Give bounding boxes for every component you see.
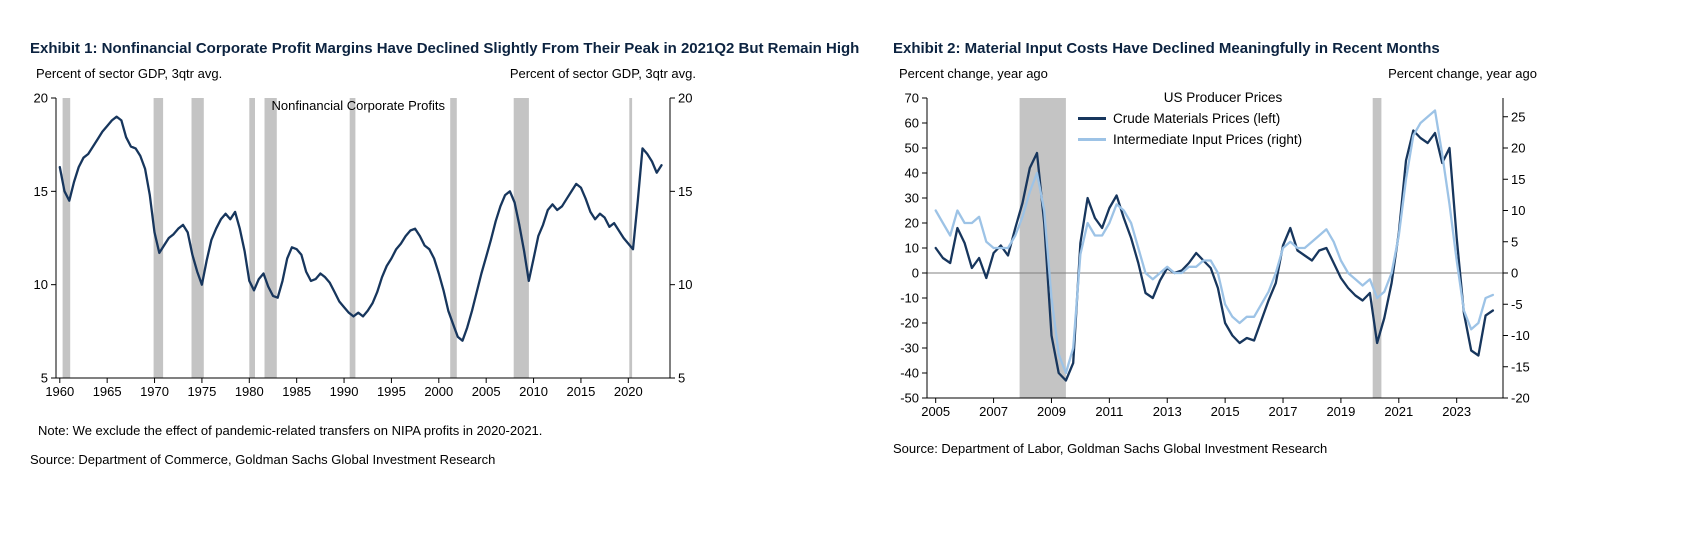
- y-tick-label-right: 0: [1511, 266, 1518, 281]
- x-tick-label: 1990: [330, 384, 359, 399]
- y-tick-label-right: 10: [1511, 203, 1525, 218]
- exhibit1-title: Exhibit 1: Nonfinancial Corporate Profit…: [30, 40, 860, 57]
- x-tick-label: 1960: [45, 384, 74, 399]
- y-tick-label-right: 5: [678, 371, 685, 386]
- y-tick-label-left: -10: [900, 291, 919, 306]
- x-tick-label: 2021: [1384, 404, 1413, 419]
- exhibit1-source: Source: Department of Commerce, Goldman …: [30, 452, 496, 467]
- x-tick-label: 2009: [1037, 404, 1066, 419]
- y-tick-label-left: 20: [34, 91, 48, 106]
- exhibit2-left-axis-header: Percent change, year ago: [899, 66, 1048, 81]
- y-tick-label-left: -20: [900, 316, 919, 331]
- recession-band: [249, 98, 255, 378]
- x-tick-label: 1995: [377, 384, 406, 399]
- y-tick-label-left: -30: [900, 341, 919, 356]
- x-tick-label: 2017: [1269, 404, 1298, 419]
- x-tick-label: 1970: [140, 384, 169, 399]
- exhibit1-left-axis-header: Percent of sector GDP, 3qtr avg.: [36, 66, 223, 81]
- y-tick-label-left: 40: [905, 166, 919, 181]
- recession-band: [1372, 98, 1382, 398]
- exhibit1-right-axis-header: Percent of sector GDP, 3qtr avg.: [509, 66, 696, 81]
- y-tick-label-left: 50: [905, 141, 919, 156]
- y-tick-label-left: -40: [900, 366, 919, 381]
- y-tick-label-left: 5: [41, 371, 48, 386]
- y-tick-label-right: -5: [1511, 297, 1523, 312]
- y-tick-label-right: 25: [1511, 109, 1525, 124]
- y-tick-label-left: 15: [34, 184, 48, 199]
- exhibit1-chart: 5 10 15 20 5 10 15 20 1960 1965 1970 1975 1980 1985 19…: [34, 91, 693, 400]
- y-tick-label-right: 15: [678, 184, 692, 199]
- exhibit2-title: Exhibit 2: Material Input Costs Have Dec…: [893, 40, 1440, 57]
- x-tick-label: 2010: [519, 384, 548, 399]
- y-tick-label-left: 20: [905, 216, 919, 231]
- x-tick-label: 2019: [1326, 404, 1355, 419]
- x-tick-label: 2013: [1153, 404, 1182, 419]
- y-tick-label-left: 60: [905, 116, 919, 131]
- y-tick-label-right: -10: [1511, 328, 1530, 343]
- recession-band: [62, 98, 71, 378]
- exhibit2-chart: -50-40-30-20-10010203040506070-20-15-10-…: [900, 91, 1530, 420]
- series-line-0: [934, 129, 1495, 382]
- x-tick-label: 1980: [235, 384, 264, 399]
- x-tick-label: 2023: [1442, 404, 1471, 419]
- series-annotation: Nonfinancial Corporate Profits: [272, 98, 446, 113]
- recession-band: [629, 98, 633, 378]
- exhibit2-source: Source: Department of Labor, Goldman Sac…: [893, 441, 1328, 456]
- x-tick-label: 1985: [282, 384, 311, 399]
- y-tick-label-right: 20: [1511, 141, 1525, 156]
- x-tick-label: 2005: [472, 384, 501, 399]
- series-line-1: [934, 109, 1495, 375]
- y-tick-label-left: 10: [34, 277, 48, 292]
- exhibit1-chart-area: Percent of sector GDP, 3qtr avg. Percent…: [30, 66, 702, 421]
- x-tick-label: 1975: [187, 384, 216, 399]
- x-tick-label: 2015: [1211, 404, 1240, 419]
- y-tick-label-left: 10: [905, 241, 919, 256]
- recession-band: [264, 98, 277, 378]
- y-tick-label-left: 70: [905, 91, 919, 106]
- exhibit1-note: Note: We exclude the effect of pandemic-…: [38, 423, 543, 438]
- series-line-0: [58, 115, 663, 342]
- x-tick-label: 2005: [921, 404, 950, 419]
- y-tick-label-right: 20: [678, 91, 692, 106]
- recession-band: [153, 98, 164, 378]
- y-tick-label-right: 5: [1511, 234, 1518, 249]
- y-tick-label-right: 15: [1511, 172, 1525, 187]
- x-tick-label: 2000: [424, 384, 453, 399]
- x-tick-label: 1965: [93, 384, 122, 399]
- x-tick-label: 2011: [1095, 404, 1123, 419]
- exhibit1-panel: Exhibit 1: Nonfinancial Corporate Profit…: [30, 38, 860, 467]
- x-tick-label: 2007: [979, 404, 1008, 419]
- recession-band: [349, 98, 356, 378]
- y-tick-label-right: -20: [1511, 391, 1530, 406]
- recession-band: [191, 98, 204, 378]
- y-tick-label-left: -50: [900, 391, 919, 406]
- exhibit2-chart-area: Percent change, year ago Percent change,…: [893, 66, 1565, 431]
- x-tick-label: 2015: [566, 384, 595, 399]
- recession-band: [450, 98, 457, 378]
- y-tick-label-left: 0: [912, 266, 919, 281]
- y-tick-label-left: 30: [905, 191, 919, 206]
- exhibit2-panel: Exhibit 2: Material Input Costs Have Dec…: [893, 38, 1565, 456]
- x-tick-label: 2020: [614, 384, 643, 399]
- exhibit2-right-axis-header: Percent change, year ago: [1388, 66, 1537, 81]
- y-tick-label-right: -15: [1511, 359, 1530, 374]
- y-tick-label-right: 10: [678, 277, 692, 292]
